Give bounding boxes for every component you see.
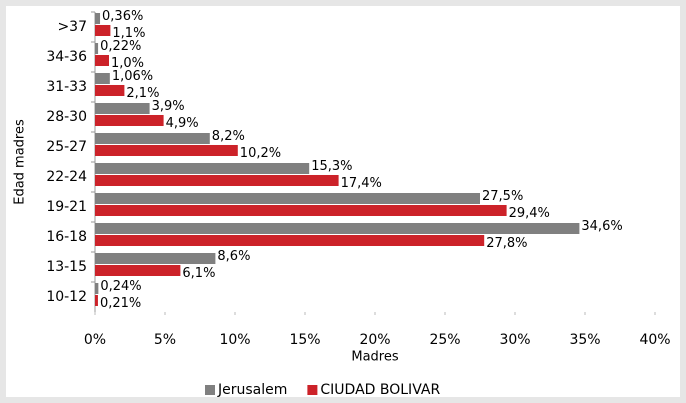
bar (95, 73, 110, 84)
bar (95, 265, 181, 276)
x-axis-label: Madres (351, 350, 398, 365)
value-label: 27,5% (482, 189, 523, 204)
bar (95, 283, 99, 294)
bar (95, 13, 101, 24)
value-label: 1,1% (112, 26, 145, 41)
y-tick-label: 34-36 (46, 49, 87, 65)
y-tick-label: 16-18 (46, 229, 87, 245)
bar (95, 55, 109, 66)
legend-label: CIUDAD BOLIVAR (320, 382, 440, 398)
value-label: 0,22% (100, 39, 141, 54)
value-label: 10,2% (240, 146, 281, 161)
value-label: 0,24% (100, 279, 141, 294)
value-label: 4,9% (166, 116, 199, 131)
bar (95, 223, 580, 234)
value-label: 2,1% (126, 86, 159, 101)
legend-swatch (307, 385, 318, 395)
bar (95, 133, 210, 144)
y-axis-label: Edad madres (13, 119, 28, 205)
value-label: 8,2% (212, 129, 245, 144)
x-tick-label: 5% (154, 332, 176, 348)
x-tick-label: 10% (219, 332, 250, 348)
x-tick-label: 30% (499, 332, 530, 348)
y-tick-label: 28-30 (46, 109, 87, 125)
value-label: 0,36% (102, 9, 143, 24)
value-label: 17,4% (341, 176, 382, 191)
value-label: 29,4% (509, 206, 550, 221)
y-tick-label: 10-12 (46, 289, 87, 305)
bar (95, 175, 339, 186)
x-tick-label: 40% (639, 332, 670, 348)
bar (95, 163, 310, 174)
bar (95, 85, 125, 96)
bar (95, 205, 507, 216)
value-label: 15,3% (311, 159, 352, 174)
x-tick-label: 0% (84, 332, 106, 348)
bar (95, 253, 216, 264)
x-tick-label: 35% (569, 332, 600, 348)
legend-swatch (205, 385, 215, 395)
y-tick-label: 19-21 (46, 199, 87, 215)
bar (95, 295, 98, 306)
value-label: 3,9% (152, 99, 185, 114)
value-label: 6,1% (182, 266, 215, 281)
bar (95, 103, 150, 114)
value-label: 0,21% (100, 296, 141, 311)
value-label: 1,0% (111, 56, 144, 71)
bar (95, 115, 164, 126)
bar (95, 235, 485, 246)
value-label: 8,6% (217, 249, 250, 264)
x-tick-label: 25% (429, 332, 460, 348)
y-tick-label: >37 (57, 19, 87, 35)
bar (95, 145, 238, 156)
value-label: 34,6% (581, 219, 622, 234)
y-tick-label: 25-27 (46, 139, 87, 155)
bar (95, 43, 99, 54)
x-tick-label: 15% (289, 332, 320, 348)
x-tick-label: 20% (359, 332, 390, 348)
y-tick-label: 22-24 (46, 169, 87, 185)
legend-label: Jerusalem (217, 382, 287, 398)
y-tick-label: 31-33 (46, 79, 87, 95)
value-label: 1,06% (112, 69, 153, 84)
bar (95, 193, 480, 204)
bar (95, 25, 111, 36)
y-tick-label: 13-15 (46, 259, 87, 275)
value-label: 27,8% (486, 236, 527, 251)
